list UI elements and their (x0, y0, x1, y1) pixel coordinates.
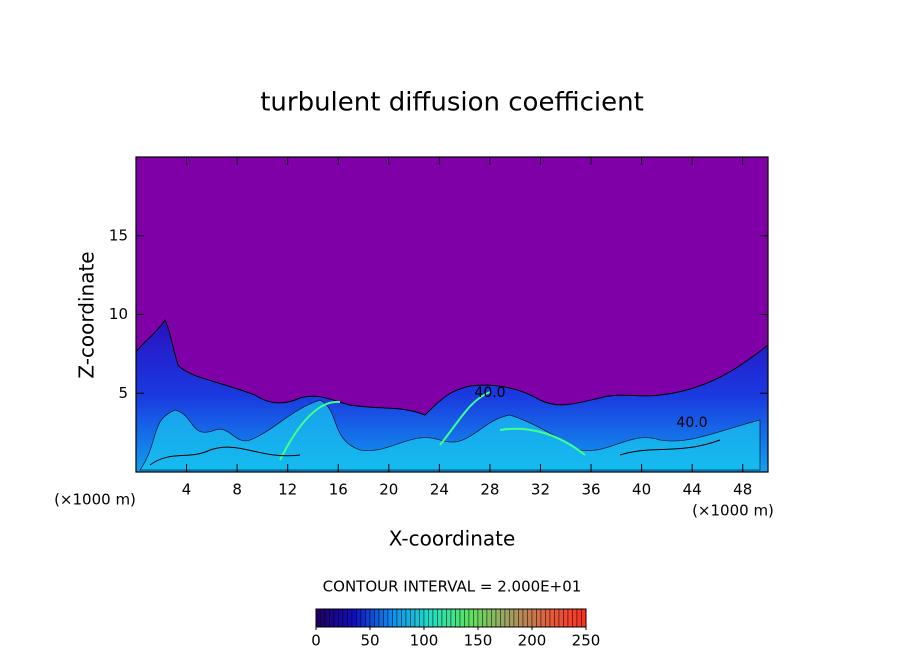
x-tick-label: 4 (182, 481, 192, 499)
colorbar-tick-label: 200 (518, 632, 547, 650)
colorbar-cell (324, 608, 330, 628)
colorbar-cell (450, 608, 456, 628)
contour-interval: CONTOUR INTERVAL = 2.000E+01 (323, 578, 582, 596)
colorbar-cell (356, 608, 362, 628)
turbulent-core (139, 399, 761, 471)
colorbar-cell (486, 608, 492, 628)
colorbar-cell (540, 608, 546, 628)
colorbar-tick-label: 100 (410, 632, 439, 650)
contour-line (279, 391, 586, 461)
colorbar-cell (392, 608, 398, 628)
x-tick-label: 20 (379, 481, 398, 499)
colorbar-cell (549, 608, 555, 628)
colorbar-cell (333, 608, 339, 628)
colorbar-cell (522, 608, 528, 628)
colorbar-cell (405, 608, 411, 628)
colorbar-cell (315, 608, 321, 628)
colorbar-cell (410, 608, 416, 628)
x-tick-label: 12 (278, 481, 297, 499)
colorbar-cell (347, 608, 353, 628)
colorbar-cell (419, 608, 425, 628)
colorbar-cell (572, 608, 578, 628)
colorbar-cell (401, 608, 407, 628)
colorbar-cell (369, 608, 375, 628)
colorbar-cell (446, 608, 452, 628)
x-tick-label: 48 (733, 481, 752, 499)
colorbar-frame (315, 608, 587, 628)
colorbar-cell (536, 608, 542, 628)
colorbar-cell (545, 608, 551, 628)
x-tick-label: 36 (581, 481, 600, 499)
colorbar-tick-label: 150 (464, 632, 493, 650)
colorbar-cell (320, 608, 326, 628)
plot-area (135, 156, 769, 473)
colorbar-cell (477, 608, 483, 628)
colorbar-cell (567, 608, 573, 628)
x-unit: (×1000 m) (54, 491, 136, 509)
x-tick-label: 28 (480, 481, 499, 499)
x-tick-label: 24 (430, 481, 449, 499)
contour-label: 40.0 (474, 385, 505, 401)
colorbar-cell (441, 608, 447, 628)
colorbar-tick-label: 250 (572, 632, 601, 650)
y-tick-label: 5 (118, 384, 128, 402)
colorbar-cell (531, 608, 537, 628)
colorbar-cell (495, 608, 501, 628)
contour-label: 40.0 (676, 415, 707, 431)
colorbar-cell (383, 608, 389, 628)
colorbar-cell (482, 608, 488, 628)
colorbar-cell (329, 608, 335, 628)
colorbar-cell (378, 608, 384, 628)
colorbar-cell (558, 608, 564, 628)
contour-line (149, 439, 721, 466)
colorbar-cell (432, 608, 438, 628)
colorbar-cell (527, 608, 533, 628)
colorbar-cell (374, 608, 380, 628)
x-tick-label: 32 (531, 481, 550, 499)
y-axis-label: Z-coordinate (75, 251, 99, 378)
colorbar-cell (423, 608, 429, 628)
colorbar-cell (576, 608, 582, 628)
x-tick-label: 16 (329, 481, 348, 499)
colorbar-tick-label: 50 (360, 632, 379, 650)
colorbar-cell (396, 608, 402, 628)
colorbar-cell (365, 608, 371, 628)
colorbar-cell (473, 608, 479, 628)
colorbar-cell (464, 608, 470, 628)
colorbar-cell (459, 608, 465, 628)
x-axis-label: X-coordinate (389, 527, 516, 551)
colorbar-cell (437, 608, 443, 628)
colorbar-cell (491, 608, 497, 628)
colorbar-cell (509, 608, 515, 628)
colorbar-cell (414, 608, 420, 628)
colorbar-cell (500, 608, 506, 628)
colorbar-cell (351, 608, 357, 628)
y-tick-label: 10 (109, 305, 128, 323)
colorbar-cell (581, 608, 587, 628)
colorbar-cell (518, 608, 524, 628)
colorbar-tick-label: 0 (311, 632, 321, 650)
colorbar-cell (342, 608, 348, 628)
colorbar-cell (360, 608, 366, 628)
colorbar-cell (428, 608, 434, 628)
colorbar-cell (563, 608, 569, 628)
colorbar-cell (338, 608, 344, 628)
y-tick-label: 15 (109, 226, 128, 244)
colorbar-cell (504, 608, 510, 628)
colorbar-cell (455, 608, 461, 628)
chart-title: turbulent diffusion coefficient (260, 88, 644, 118)
x-tick-label: 8 (232, 481, 242, 499)
colorbar-cell (554, 608, 560, 628)
x-tick-label: 44 (683, 481, 702, 499)
colorbar-cell (468, 608, 474, 628)
colorbar-cell (513, 608, 519, 628)
colorbar-cell (387, 608, 393, 628)
x-tick-label: 40 (632, 481, 651, 499)
x-unit: (×1000 m) (692, 502, 774, 520)
